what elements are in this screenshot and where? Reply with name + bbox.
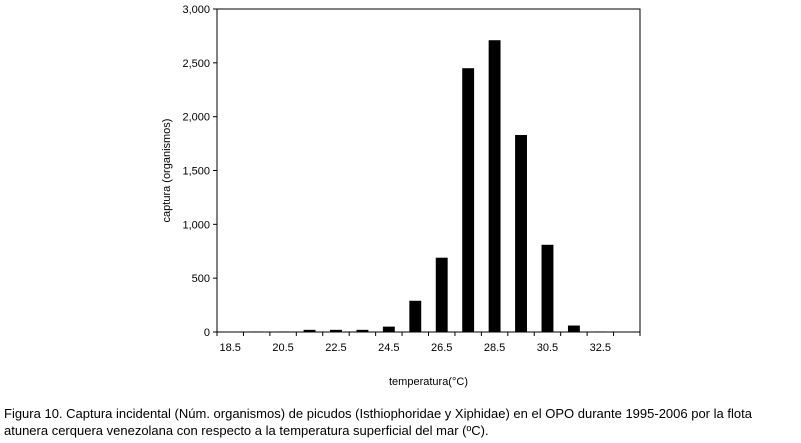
x-tick-label: 28.5 — [484, 342, 505, 354]
x-tick-label: 22.5 — [325, 342, 346, 354]
bars — [250, 40, 607, 332]
x-tick-label: 24.5 — [378, 342, 399, 354]
caption-line-1: Figura 10. Captura incidental (Núm. orga… — [4, 406, 752, 421]
x-tick-label: 26.5 — [431, 342, 452, 354]
bar-22.5 — [330, 329, 342, 332]
x-axis: 18.5 20.5 22.5 24.5 26.5 28.5 30.5 32.5 — [216, 332, 641, 354]
x-tick-label: 32.5 — [590, 342, 611, 354]
y-tick-label: 500 — [192, 273, 210, 285]
bar-28.5 — [488, 40, 501, 332]
y-tick-label: 0 — [204, 327, 210, 339]
x-axis-label: temperatura(°C) — [389, 376, 468, 388]
bar-29.5 — [515, 134, 527, 332]
y-tick-label: 1,500 — [182, 166, 210, 178]
x-tick-label: 18.5 — [220, 342, 241, 354]
bar-23.5 — [356, 329, 369, 332]
x-tick-label: 30.5 — [537, 342, 558, 354]
y-tick-label: 3,000 — [182, 4, 210, 16]
y-tick-label: 2,000 — [182, 112, 210, 124]
bar-24.5 — [382, 326, 395, 332]
bar-26.5 — [435, 257, 448, 332]
caption-line-2: atunera cerquera venezolana con respecto… — [4, 423, 489, 438]
y-axis: 0 500 1,000 1,500 2,000 2,500 3,000 — [182, 4, 217, 339]
bar-chart: 0 500 1,000 1,500 2,000 2,500 3,000 18.5 20.5 22… — [161, 4, 641, 388]
bar-25.5 — [409, 300, 422, 332]
y-tick-label: 2,500 — [182, 58, 210, 70]
y-tick-label: 1,000 — [182, 219, 210, 231]
plot-area-frame — [216, 8, 641, 333]
bar-30.5 — [541, 244, 554, 332]
bar-27.5 — [462, 68, 475, 332]
figure-caption: Figura 10. Captura incidental (Núm. orga… — [4, 405, 799, 439]
bar-31.5 — [567, 325, 580, 332]
x-tick-label: 20.5 — [272, 342, 293, 354]
bar-21.5 — [303, 329, 316, 332]
y-axis-label: captura (organismos) — [161, 119, 173, 223]
